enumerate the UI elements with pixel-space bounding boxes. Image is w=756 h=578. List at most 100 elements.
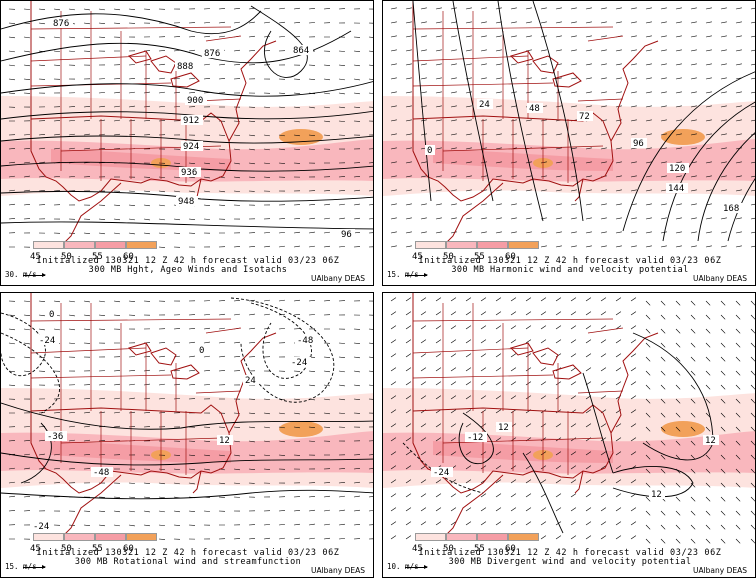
wind-arrow: [555, 245, 562, 248]
wind-arrow: [248, 468, 255, 470]
wind-arrow: [690, 398, 696, 404]
wind-arrow: [735, 510, 741, 516]
wind-arrow: [660, 21, 667, 24]
wind-arrow: [38, 314, 45, 317]
wind-arrow: [158, 50, 165, 52]
contour-line: [250, 5, 308, 78]
wind-arrow: [8, 370, 15, 373]
wind-arrow: [143, 383, 150, 386]
wind-arrow: [705, 342, 711, 348]
contour-label: 912: [183, 116, 199, 126]
wind-arrow: [8, 218, 16, 220]
wind-arrow: [705, 91, 712, 94]
wind-arrow: [113, 218, 120, 221]
wind-arrow: [735, 356, 741, 362]
wind-arrow: [203, 204, 210, 207]
wind-arrow: [465, 353, 472, 358]
wind-arrow: [188, 454, 195, 457]
wind-arrow: [630, 175, 637, 178]
wind-arrow: [690, 63, 697, 66]
wind-arrow: [293, 314, 300, 316]
wind-arrow: [585, 297, 592, 302]
wind-arrow: [368, 454, 373, 456]
wind-arrow: [720, 510, 726, 516]
wind-arrow: [675, 370, 681, 376]
contour-line: [1, 452, 373, 466]
state-line: [30, 82, 172, 87]
wind-arrow: [263, 468, 271, 470]
contour-label: 48: [529, 104, 540, 114]
wind-arrow: [405, 381, 412, 386]
wind-arrow: [600, 465, 607, 470]
wind-arrow: [735, 496, 741, 502]
wind-arrow: [600, 297, 607, 302]
wind-arrow: [615, 325, 622, 330]
wind-arrow: [158, 524, 165, 527]
wind-arrow: [390, 395, 397, 400]
wind-arrow: [630, 535, 637, 540]
wind-arrow: [173, 49, 180, 52]
wind-arrow: [188, 468, 195, 471]
wind-arrow: [600, 395, 607, 400]
wind-arrow: [585, 63, 592, 66]
wind-arrow: [585, 493, 592, 498]
wind-arrow: [38, 328, 45, 331]
wind-arrow: [660, 147, 667, 150]
wind-arrow: [248, 327, 255, 330]
contour-label-bg: [47, 309, 57, 319]
wind-arrow: [645, 342, 651, 348]
wind-arrow: [450, 353, 457, 358]
wind-arrow: [720, 370, 726, 376]
wind-arrow: [173, 328, 181, 330]
wind-arrow: [188, 218, 195, 220]
wind-arrow: [8, 328, 15, 331]
wind-arrow: [465, 217, 472, 220]
wind-arrow: [720, 175, 727, 178]
wind-arrow: [158, 397, 165, 400]
wind-arrow: [630, 297, 637, 302]
wind-arrow: [600, 161, 607, 164]
wind-arrow: [173, 482, 180, 485]
wind-arrow: [525, 493, 532, 498]
wind-arrow: [690, 328, 696, 334]
wind-arrow: [660, 482, 666, 488]
wind-arrow: [53, 175, 60, 178]
wind-arrow: [510, 311, 517, 316]
wind-arrow: [540, 479, 547, 484]
wind-arrow: [645, 35, 652, 38]
wind-arrow: [465, 49, 472, 52]
wind-arrow: [450, 231, 457, 234]
wind-arrow: [465, 409, 472, 414]
wind-arrow: [750, 245, 755, 248]
contour-line: [1, 190, 373, 202]
wind-arrow: [615, 521, 622, 526]
wind-arrow: [278, 148, 285, 151]
contour-label: 0: [49, 310, 54, 320]
wind-arrow: [660, 161, 667, 164]
wind-arrow: [218, 21, 225, 24]
wind-arrow: [233, 148, 240, 151]
wind-arrow: [248, 341, 255, 344]
wind-arrow: [675, 328, 681, 334]
wind-arrow: [435, 77, 442, 80]
wind-arrow: [143, 119, 150, 122]
wind-arrow: [323, 398, 330, 401]
wind-arrow: [480, 77, 487, 80]
wind-arrow: [555, 35, 562, 38]
wind-arrow: [690, 468, 696, 474]
wind-arrow: [113, 300, 120, 303]
wind-arrow: [128, 77, 135, 80]
wind-arrow: [525, 91, 532, 94]
wind-arrow: [113, 496, 121, 498]
wind-arrow: [338, 203, 345, 206]
wind-arrow: [323, 300, 331, 302]
wind-arrow: [750, 49, 755, 52]
wind-arrow: [645, 510, 651, 516]
wind-arrow: [23, 496, 30, 498]
wind-arrow: [570, 535, 577, 540]
wind-arrow: [480, 311, 487, 316]
wind-arrow: [480, 7, 487, 10]
wind-arrow: [218, 162, 225, 165]
state-line: [412, 82, 554, 87]
wind-arrow: [510, 381, 517, 386]
